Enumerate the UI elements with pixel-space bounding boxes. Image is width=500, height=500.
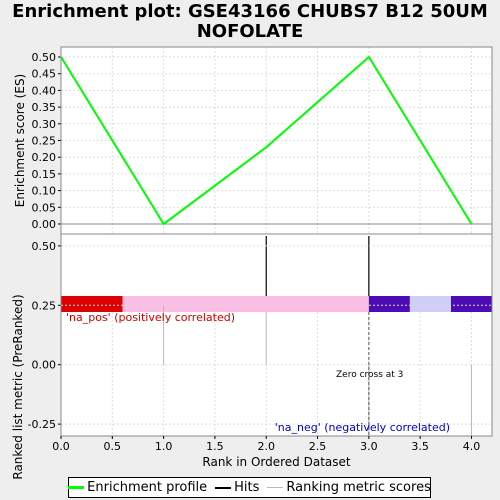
top-y-tick-label: 0.25 (32, 135, 57, 148)
x-tick-label: 2.0 (257, 440, 275, 453)
correlation-color-bar (61, 296, 492, 312)
bottom-y-tick-label: 0.00 (32, 359, 57, 372)
top-y-tick-label: 0.50 (32, 51, 57, 64)
enrichment-profile-point (265, 146, 268, 148)
top-y-tick-label: 0.10 (32, 185, 57, 198)
legend-swatch-enrichment-profile (68, 486, 85, 489)
x-tick-label: 3.0 (360, 440, 378, 453)
top-grid: 0.00 0.05 0.10 0.15 0.20 0.25 0.30 0.35 0.40 0.45… (32, 47, 492, 234)
bottom-y-axis-label: Ranked list metric (PreRanked) (11, 294, 25, 479)
bottom-plot-area (61, 234, 492, 436)
x-axis: 0.0 0.5 1.0 1.5 2.0 2.5 3.0 3.5 4.0 (52, 436, 480, 453)
legend-label-ranking-metric-scores: Ranking metric scores (286, 480, 431, 495)
top-y-axis-label: Enrichment score (ES) (13, 74, 27, 207)
x-axis-label: Rank in Ordered Dataset (202, 455, 350, 469)
top-y-tick-label: 0.30 (32, 118, 57, 131)
top-y-tick-label: 0.40 (32, 84, 57, 97)
x-tick-label: 1.0 (155, 440, 173, 453)
zero-cross-label: Zero cross at 3 (336, 370, 403, 380)
color-bar-segment (409, 296, 451, 312)
bottom-y-tick-label: 0.25 (32, 299, 57, 312)
legend-item-enrichment-profile: Enrichment profile (68, 480, 207, 495)
enrichment-profile-point (470, 223, 473, 225)
x-tick-label: 1.5 (206, 440, 224, 453)
negative-correlation-label: 'na_neg' (negatively correlated) (275, 421, 450, 434)
bottom-y-tick-label: -0.25 (28, 418, 56, 431)
top-y-tick-label: 0.35 (32, 101, 57, 114)
enrichment-profile-point (368, 56, 370, 58)
color-bar-segment (368, 296, 410, 312)
x-tick-label: 2.5 (309, 440, 327, 453)
legend-item-hits: Hits (215, 480, 259, 495)
x-tick-label: 4.0 (463, 440, 481, 453)
x-tick-label: 0.5 (104, 440, 122, 453)
legend-label-hits: Hits (234, 480, 260, 495)
top-y-tick-label: 0.15 (32, 168, 57, 181)
color-bar-segment (61, 296, 123, 312)
top-y-tick-label: 0.00 (32, 218, 57, 231)
bottom-plot-border (60, 233, 493, 437)
x-tick-label: 3.5 (411, 440, 429, 453)
x-tick-label: 0.0 (52, 440, 70, 453)
top-y-tick-label: 0.05 (32, 201, 57, 214)
color-bar-segment (450, 296, 492, 312)
bottom-y-tick-label: 0.50 (32, 240, 57, 253)
top-y-tick-label: 0.20 (32, 151, 57, 164)
color-bar-segment (122, 296, 369, 312)
top-y-tick-label: 0.45 (32, 68, 57, 81)
legend-item-ranking-metric-scores: Ranking metric scores (267, 480, 431, 495)
legend-swatch-ranking-metric-scores (267, 487, 284, 488)
enrichment-profile-point (162, 223, 165, 225)
chart-title: Enrichment plot: GSE43166 CHUBS7 B12 50U… (12, 1, 488, 42)
legend: Enrichment profile Hits Ranking metric s… (68, 477, 431, 498)
legend-swatch-hits (215, 486, 232, 489)
positive-correlation-label: 'na_pos' (positively correlated) (66, 311, 235, 324)
legend-label-enrichment-profile: Enrichment profile (87, 480, 208, 495)
